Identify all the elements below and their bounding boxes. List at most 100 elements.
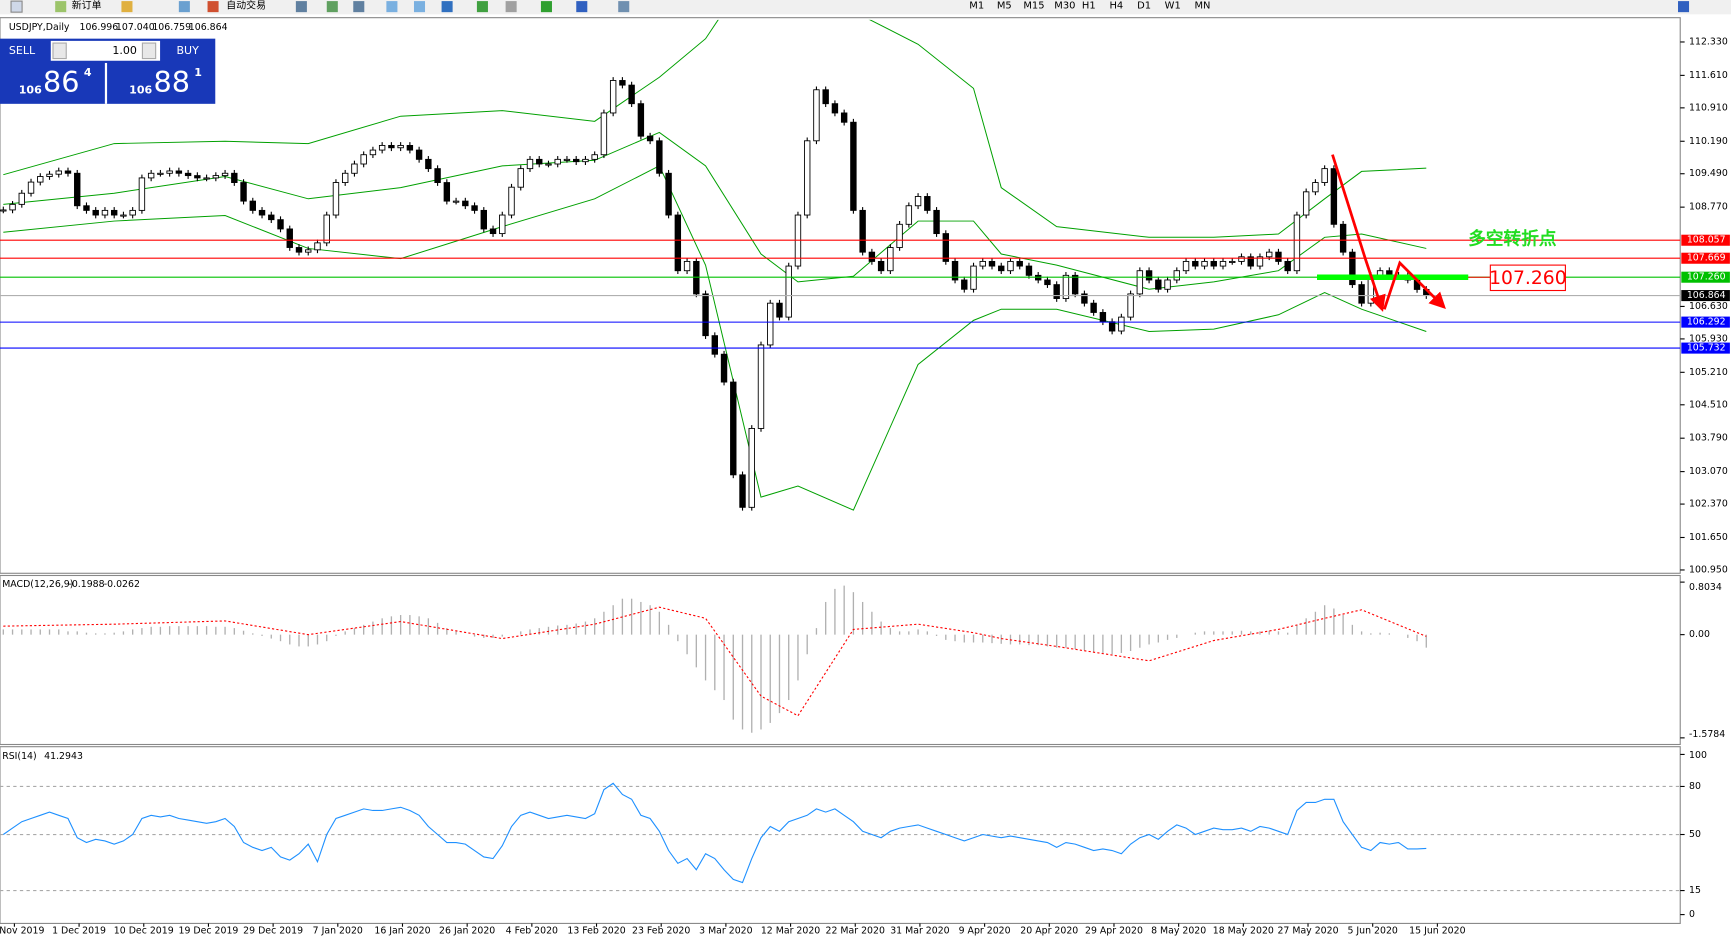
x-tick-label: 21 Nov 2019 <box>0 926 44 937</box>
level-label: 106.864 <box>1687 290 1726 301</box>
y-tick-label: 110.190 <box>1689 136 1728 147</box>
candle <box>1201 260 1208 267</box>
candle <box>914 196 922 207</box>
timeframe-button[interactable]: H1 <box>1082 1 1096 12</box>
toolbar-button[interactable]: 自动交易 <box>226 0 266 12</box>
candle <box>221 172 229 177</box>
candle <box>859 209 866 253</box>
candle <box>18 192 25 205</box>
level-tag <box>1681 252 1730 264</box>
ohlc-value: 106.759 <box>152 22 191 33</box>
x-tick-label: 10 Dec 2019 <box>114 926 174 937</box>
timeframe-button[interactable]: M5 <box>997 1 1012 12</box>
candle <box>933 209 940 235</box>
rsi-label: RSI(14) <box>2 751 36 762</box>
candle <box>462 200 469 207</box>
candle <box>942 233 950 262</box>
x-tick-label: 3 Mar 2020 <box>699 926 752 937</box>
ohlc-value: 106.996 <box>79 22 118 33</box>
candle <box>526 158 534 170</box>
candle <box>1247 256 1254 267</box>
x-tick-label: 4 Feb 2020 <box>506 926 558 937</box>
buy-button[interactable]: BUY <box>176 44 199 57</box>
candle <box>1275 251 1282 262</box>
candle <box>609 80 617 114</box>
level-tag <box>1681 234 1730 246</box>
candle <box>1053 284 1060 299</box>
timeframe-button[interactable]: MN <box>1194 1 1210 12</box>
candle <box>1358 284 1365 304</box>
y-tick-label: 110.910 <box>1689 102 1728 113</box>
candle <box>665 172 672 216</box>
candle <box>1118 316 1125 332</box>
sell-button[interactable]: SELL <box>9 44 36 57</box>
candle <box>1256 256 1264 267</box>
candle <box>471 205 478 211</box>
candle <box>314 242 321 251</box>
candle <box>896 223 903 248</box>
candle <box>499 214 506 235</box>
candle <box>767 302 774 346</box>
candle <box>803 140 811 216</box>
bollinger-upper <box>3 19 1427 238</box>
candle <box>147 172 155 179</box>
candle <box>249 200 256 211</box>
y-tick-label: 100.950 <box>1689 564 1728 575</box>
candle <box>480 209 487 230</box>
x-tick-label: 29 Apr 2020 <box>1085 926 1143 937</box>
symbol-label: USDJPY,Daily <box>9 22 70 33</box>
price-box: 107.260 <box>1489 268 1567 289</box>
candle <box>101 209 109 216</box>
candle <box>406 144 414 151</box>
ask-small: 1 <box>194 66 202 79</box>
candle <box>739 474 746 508</box>
candle <box>656 140 663 174</box>
timeframe-button[interactable]: M30 <box>1054 1 1075 12</box>
candle <box>1090 302 1097 313</box>
candle <box>850 121 857 211</box>
candle <box>702 293 709 337</box>
candle <box>554 158 561 165</box>
y-tick-label: 109.490 <box>1689 168 1728 179</box>
candle <box>905 205 913 225</box>
candle <box>711 335 719 355</box>
toolbar-button[interactable]: 新订单 <box>72 0 102 12</box>
candle <box>341 172 349 183</box>
x-tick-label: 18 May 2020 <box>1213 926 1274 937</box>
candle <box>1266 251 1273 258</box>
timeframe-button[interactable]: H4 <box>1109 1 1123 12</box>
candle <box>295 247 303 253</box>
candle <box>1349 251 1356 286</box>
candle <box>0 209 7 212</box>
x-tick-label: 15 Jun 2020 <box>1409 926 1465 937</box>
bid-main: 86 <box>43 65 80 99</box>
lot-size[interactable]: 1.00 <box>112 44 137 57</box>
x-tick-label: 12 Mar 2020 <box>761 926 820 937</box>
candle <box>1136 270 1144 295</box>
timeframe-button[interactable]: W1 <box>1165 1 1181 12</box>
timeframe-bar: M1 M5 M15 M30 H1 H4 D1 W1 MN <box>969 1 1210 12</box>
x-tick-label: 16 Jan 2020 <box>374 926 430 937</box>
candle <box>46 173 53 177</box>
candle <box>600 112 608 156</box>
candle <box>194 175 201 179</box>
candle <box>397 144 404 149</box>
level-label: 108.057 <box>1687 235 1726 246</box>
timeframe-button[interactable]: D1 <box>1137 1 1151 12</box>
y-tick-label: -1.5784 <box>1689 729 1725 740</box>
candle <box>92 209 99 216</box>
y-tick-label: 15 <box>1689 885 1701 896</box>
y-tick-label: 108.770 <box>1689 202 1728 213</box>
timeframe-button[interactable]: M15 <box>1023 1 1044 12</box>
candle <box>305 249 312 253</box>
candle <box>628 84 635 105</box>
candle <box>323 214 330 244</box>
macd-readout: -0.1988 <box>68 579 104 590</box>
candle <box>268 214 275 221</box>
candle <box>785 265 792 318</box>
candle <box>757 344 765 429</box>
candle <box>720 353 728 383</box>
timeframe-button[interactable]: M1 <box>969 1 984 12</box>
